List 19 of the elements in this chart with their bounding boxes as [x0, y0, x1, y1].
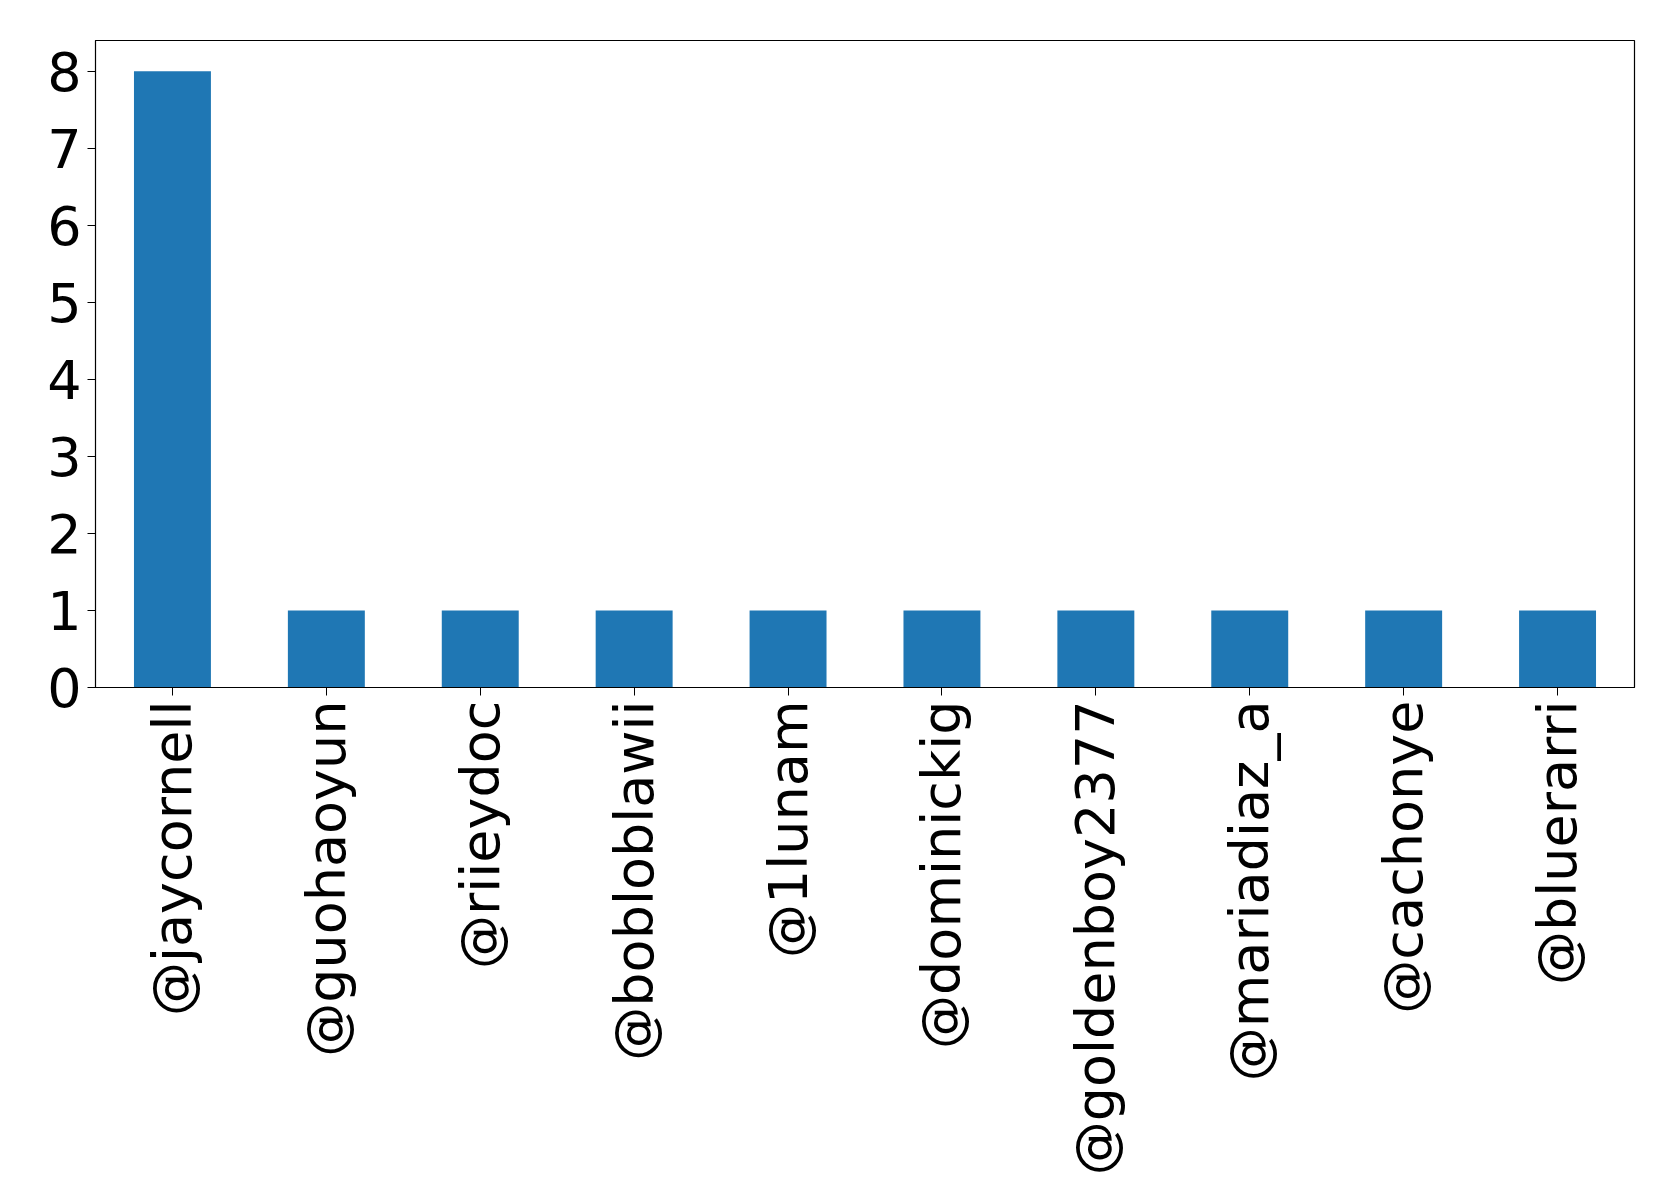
- x-tick-label: @dominickig: [910, 700, 974, 1049]
- x-tick-label: @1lunam: [756, 700, 820, 958]
- x-tick-label: @goldenboy2377: [1064, 700, 1128, 1176]
- y-tick-label: 7: [47, 117, 82, 181]
- x-tick-label: @jaycornell: [140, 700, 204, 1016]
- y-tick-label: 5: [47, 271, 82, 335]
- x-tick-label: @bobloblawii: [602, 700, 666, 1061]
- y-tick-label: 4: [47, 348, 82, 412]
- x-tick-label: @guohaoyun: [294, 700, 358, 1057]
- y-tick-label: 3: [47, 425, 82, 489]
- y-tick-label: 0: [47, 657, 82, 720]
- x-tick-label: @riieydoc: [448, 700, 512, 969]
- x-tick-label: @mariadiaz_a: [1218, 700, 1282, 1082]
- y-tick-label: 8: [47, 40, 82, 104]
- y-tick-label: 6: [47, 194, 82, 258]
- x-tick-label: @bluerarri: [1526, 700, 1590, 985]
- y-tick-label: 2: [47, 502, 82, 566]
- x-tick-label: @cachonye: [1372, 700, 1436, 1014]
- y-tick-label: 1: [47, 579, 82, 643]
